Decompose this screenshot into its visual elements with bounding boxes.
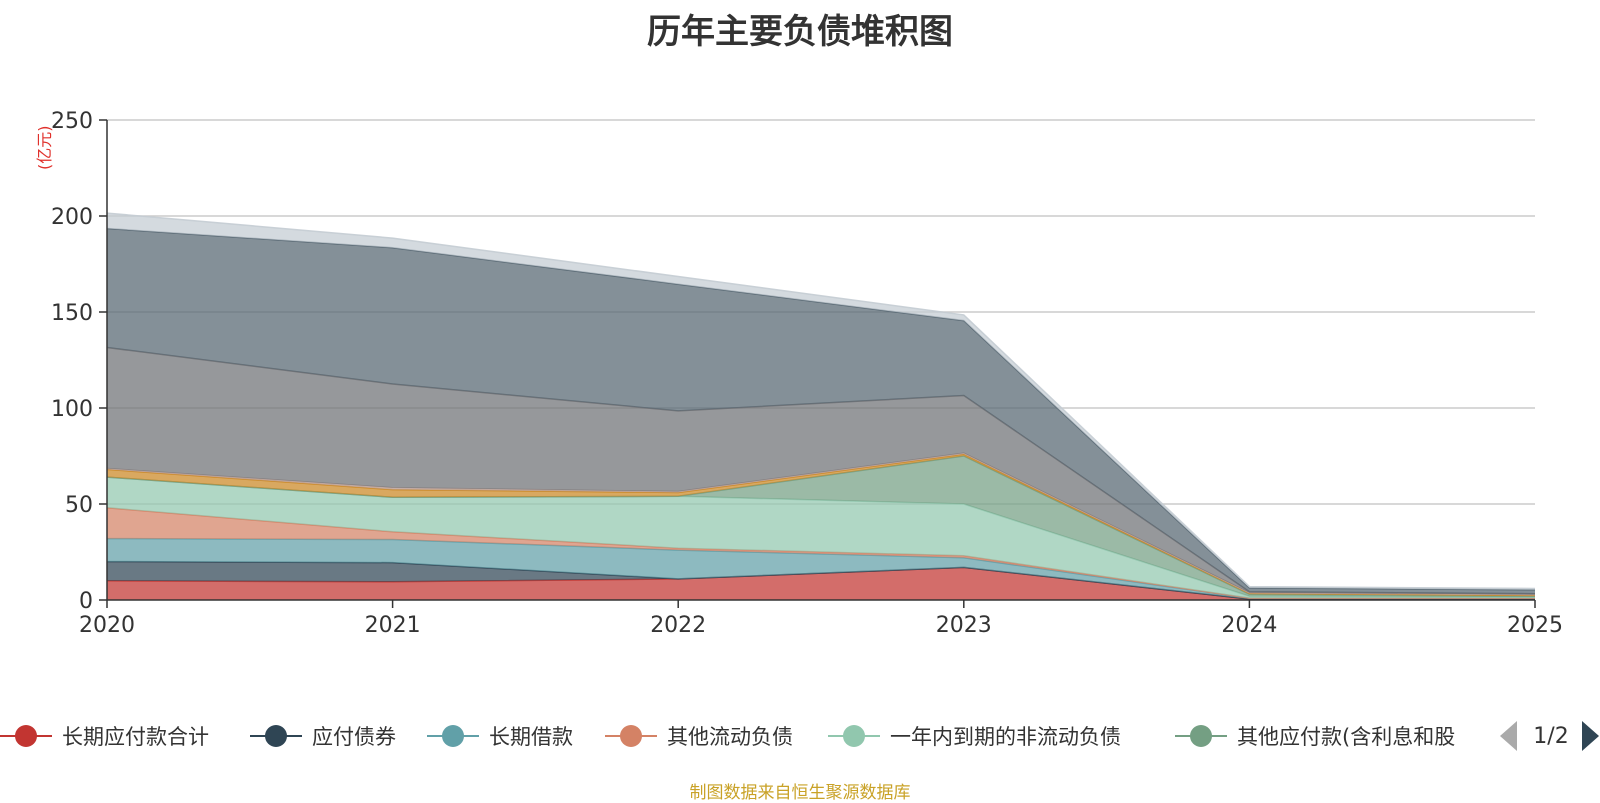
area-series-2[interactable] (107, 538, 1535, 599)
legend-label: 一年内到期的非流动负债 (890, 725, 1121, 749)
legend-item[interactable]: 其他应付款(含利息和股 (1175, 725, 1455, 749)
y-tick-label: 250 (51, 109, 93, 134)
area-series-8[interactable] (107, 347, 1535, 595)
x-tick-label: 2025 (1507, 613, 1563, 638)
x-tick-label: 2022 (650, 613, 706, 638)
area-line-series-10 (106, 212, 1536, 590)
area-series-9[interactable] (107, 228, 1535, 594)
legend-next-page-icon[interactable] (1582, 721, 1599, 751)
area-series-1[interactable] (107, 561, 1535, 599)
legend-marker-icon (442, 725, 464, 747)
legend-marker-icon (1190, 725, 1212, 747)
y-tick-label: 50 (65, 493, 93, 518)
x-tick-label: 2020 (79, 613, 135, 638)
y-tick-label: 150 (51, 301, 93, 326)
x-tick-label: 2023 (936, 613, 992, 638)
legend-label: 长期借款 (489, 725, 573, 749)
legend-label: 其他流动负债 (667, 725, 793, 749)
legend: 长期应付款合计 应付债券 长期借款 其他流动负债 一年内到期的非流动负债 其他应付款(含利… (0, 725, 1455, 749)
y-tick-label: 100 (51, 397, 93, 422)
y-axis-unit-label: (亿元) (35, 126, 54, 171)
y-tick-label: 0 (79, 589, 93, 614)
legend-item[interactable]: 长期借款 (427, 725, 573, 749)
legend-page-indicator: 1/2 (1533, 724, 1568, 749)
chart-title: 历年主要负债堆积图 (647, 12, 953, 52)
x-tick-label: 2024 (1221, 613, 1277, 638)
legend-label: 应付债券 (312, 725, 396, 749)
area-series-4[interactable] (107, 477, 1535, 599)
legend-item[interactable]: 一年内到期的非流动负债 (828, 725, 1121, 749)
area-series-3[interactable] (107, 507, 1535, 599)
legend-label: 其他应付款(含利息和股 (1237, 725, 1455, 749)
area-series-5[interactable] (107, 456, 1535, 598)
legend-label: 长期应付款合计 (62, 725, 209, 749)
legend-pager[interactable]: 1/2 (1500, 721, 1599, 751)
legend-prev-page-icon[interactable] (1500, 721, 1517, 751)
axis-layer: 0 50 100 150 200 250 2020 2021 2022 2023 2024 2025 (51, 109, 1563, 638)
y-tick-label: 200 (51, 205, 93, 230)
x-tick-label: 2021 (365, 613, 421, 638)
source-note: 制图数据来自恒生聚源数据库 (689, 783, 911, 803)
legend-item[interactable]: 应付债券 (250, 725, 396, 749)
area-layer (106, 212, 1536, 600)
legend-marker-icon (15, 725, 37, 747)
legend-marker-icon (843, 725, 865, 747)
legend-marker-icon (620, 725, 642, 747)
legend-marker-icon (265, 725, 287, 747)
legend-item[interactable]: 其他流动负债 (605, 725, 793, 749)
legend-item[interactable]: 长期应付款合计 (0, 725, 209, 749)
